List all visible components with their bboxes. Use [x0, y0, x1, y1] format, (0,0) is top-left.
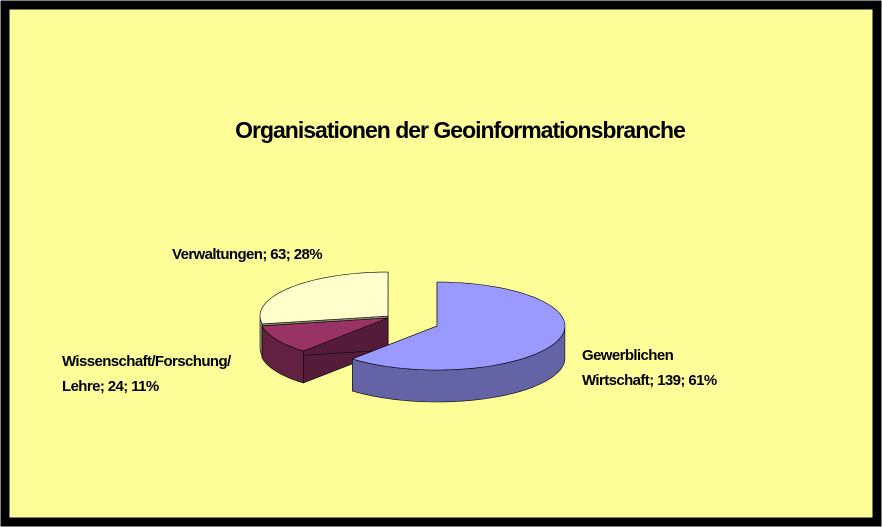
slice-top	[351, 281, 566, 371]
chart-title: Organisationen der Geoinformationsbranch…	[235, 117, 685, 143]
data-label: Lehre; 24; 11%	[62, 378, 159, 395]
data-label: Gewerblichen	[582, 347, 674, 364]
data-label: Wirtschaft; 139; 61%	[582, 372, 717, 389]
slice-top	[259, 271, 389, 325]
data-label: Verwaltungen; 63; 28%	[172, 246, 322, 263]
slice-top	[261, 317, 389, 352]
data-label: Wissenschaft/Forschung/	[62, 353, 232, 370]
pie	[259, 271, 566, 403]
